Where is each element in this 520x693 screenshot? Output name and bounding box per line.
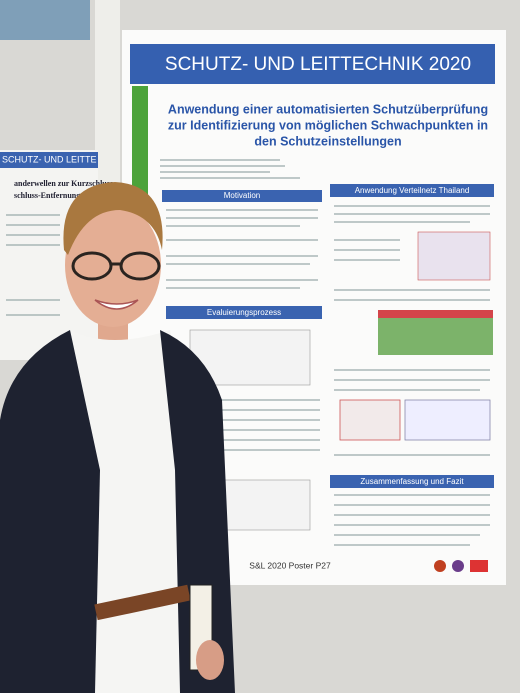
window bbox=[0, 0, 90, 40]
section-header bbox=[162, 190, 322, 202]
banner bbox=[130, 44, 495, 84]
logos bbox=[434, 560, 488, 572]
section-title: Zusammenfassung und Fazit bbox=[360, 477, 464, 486]
green-bar bbox=[132, 86, 148, 196]
banner-text: SCHUTZ- UND LEITTECHNIK 2020 bbox=[165, 54, 471, 75]
section-header bbox=[330, 184, 494, 197]
section-title: Motivation bbox=[224, 191, 260, 200]
poster-body bbox=[166, 205, 490, 546]
section-title: Evaluierungsprozess bbox=[207, 308, 281, 317]
section-header bbox=[330, 475, 494, 488]
person bbox=[0, 182, 235, 693]
left-banner-text: SCHUTZ- UND LEITTE bbox=[2, 154, 97, 164]
poster-title: zur Identifizierung von möglichen Schwac… bbox=[168, 118, 488, 132]
section-title: Anwendung Verteilnetz Thailand bbox=[355, 186, 470, 195]
left-title: anderwellen zur Kurzschluss bbox=[14, 179, 113, 188]
authors bbox=[160, 159, 300, 179]
section-header bbox=[166, 306, 322, 319]
left-title: schluss-Entfernungsmess bbox=[14, 191, 100, 200]
poster-title: den Schutzeinstellungen bbox=[254, 134, 401, 148]
poster-title: Anwendung einer automatisierten Schutzüb… bbox=[168, 102, 488, 116]
left-banner bbox=[0, 152, 98, 168]
left-body bbox=[6, 214, 60, 316]
footer: S&L 2020 Poster P27 bbox=[249, 560, 331, 570]
